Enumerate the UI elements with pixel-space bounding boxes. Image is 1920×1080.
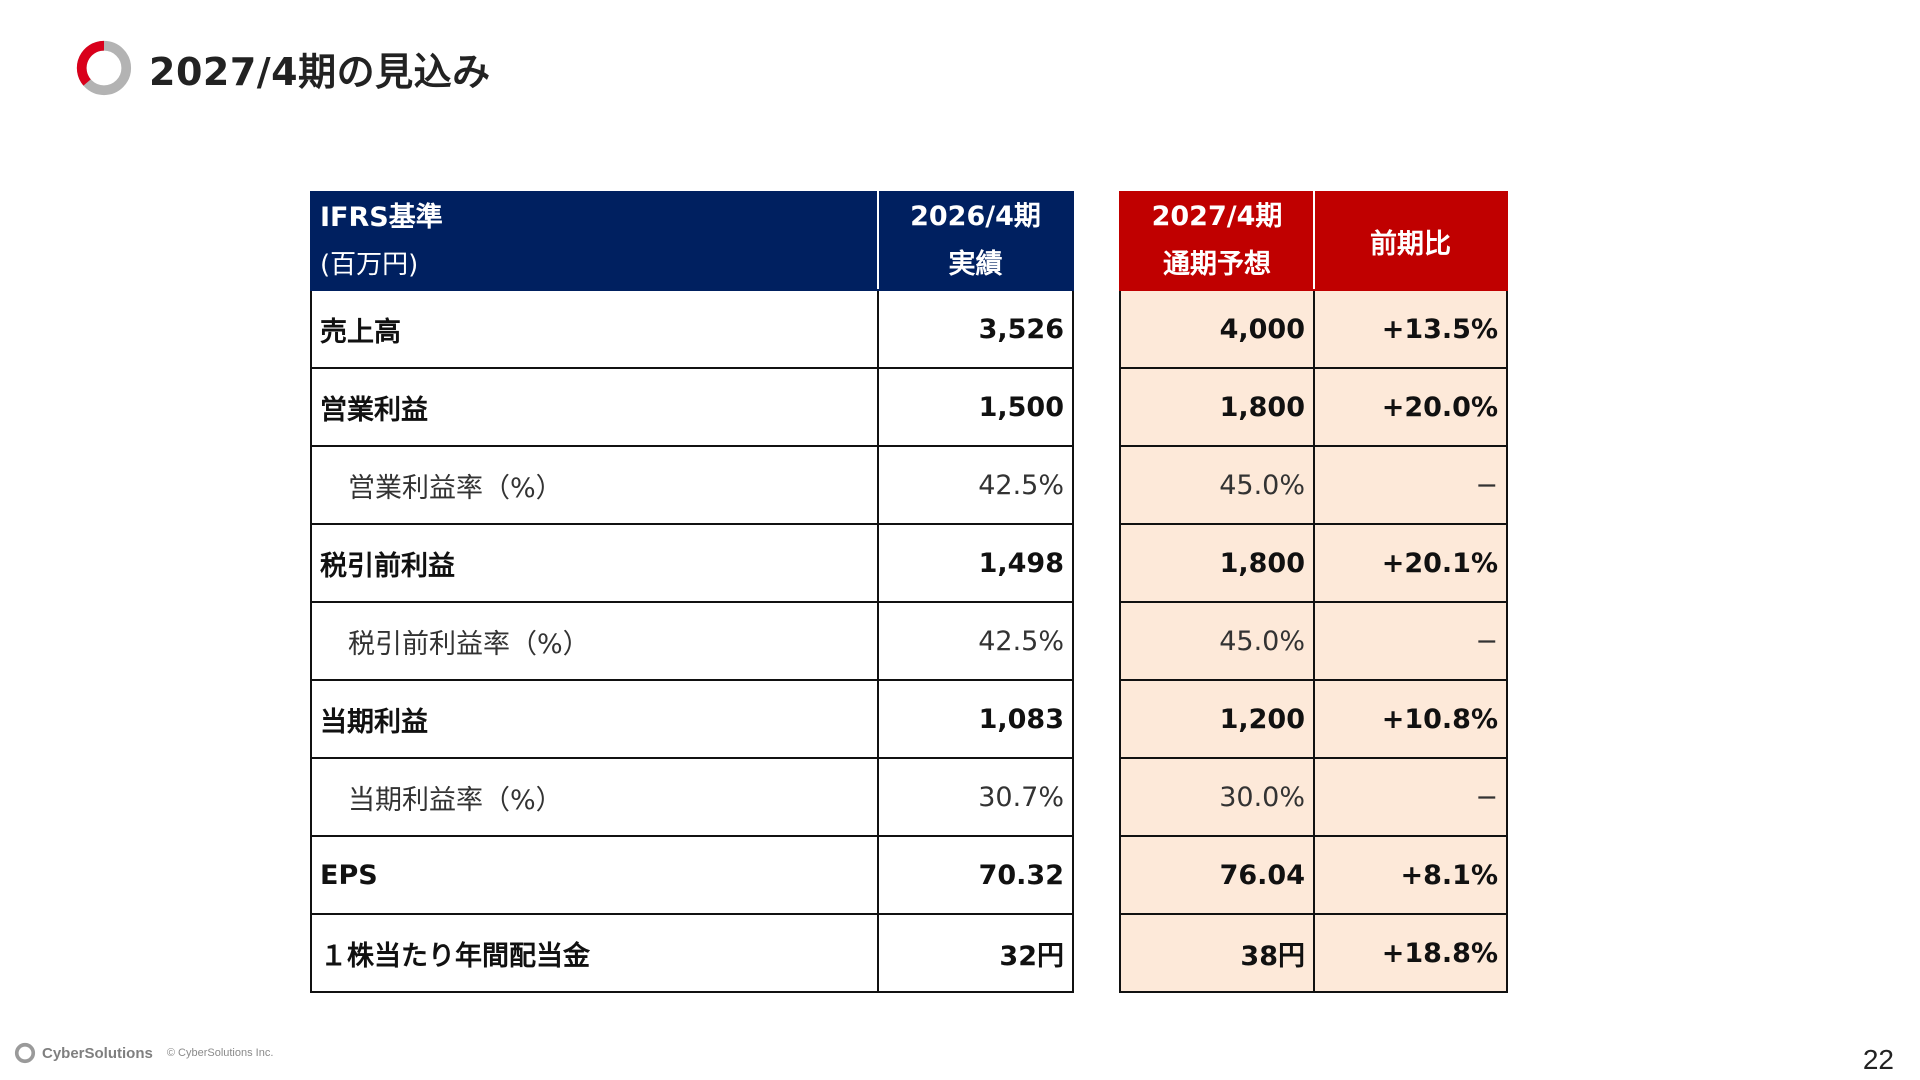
yoy-value: +13.5% [1313, 289, 1508, 369]
table-row: 当期利益 1,083 [310, 679, 1074, 759]
actual-value: 32円 [877, 913, 1074, 993]
forecast-value: 4,000 [1119, 289, 1315, 369]
row-label: 営業利益 [310, 367, 879, 447]
header-actual: 2026/4期 実績 [877, 191, 1074, 291]
yoy-value: +8.1% [1313, 835, 1508, 915]
table-row: １株当たり年間配当金 32円 [310, 913, 1074, 993]
footer-copyright: © CyberSolutions Inc. [166, 1047, 274, 1059]
table-row: 税引前利益 1,498 [310, 523, 1074, 603]
yoy-value: − [1313, 757, 1508, 837]
row-label: 営業利益率（%） [310, 445, 879, 525]
table-row: 1,800 +20.0% [1119, 367, 1508, 447]
actual-value: 42.5% [877, 445, 1074, 525]
header-basis-label: IFRS基準 [320, 202, 443, 233]
forecast-value: 38円 [1119, 913, 1315, 993]
row-label: EPS [310, 835, 879, 915]
header-forecast-type: 通期予想 [1163, 249, 1271, 280]
forecast-value: 1,800 [1119, 367, 1315, 447]
actual-value: 1,083 [877, 679, 1074, 759]
header-yoy-label: 前期比 [1370, 228, 1451, 260]
row-label: 税引前利益率（%） [310, 601, 879, 681]
row-label: 当期利益率（%） [310, 757, 879, 837]
header-basis: IFRS基準 (百万円) [310, 191, 879, 291]
forecast-table: 2027/4期 通期予想 前期比 4,000 +13.5% 1,800 +20.… [1119, 191, 1508, 993]
yoy-value: − [1313, 445, 1508, 525]
footer: CyberSolutions © CyberSolutions Inc. [14, 1042, 273, 1064]
row-label: 売上高 [310, 289, 879, 369]
forecast-value: 76.04 [1119, 835, 1315, 915]
actual-value: 1,498 [877, 523, 1074, 603]
actual-value: 1,500 [877, 367, 1074, 447]
table-row: EPS 70.32 [310, 835, 1074, 915]
yoy-value: +20.0% [1313, 367, 1508, 447]
forecast-value: 45.0% [1119, 601, 1315, 681]
forecast-value: 30.0% [1119, 757, 1315, 837]
table-row: 営業利益率（%） 42.5% [310, 445, 1074, 525]
actual-value: 3,526 [877, 289, 1074, 369]
yoy-value: +20.1% [1313, 523, 1508, 603]
row-label: 当期利益 [310, 679, 879, 759]
yoy-value: +10.8% [1313, 679, 1508, 759]
slide-header: 2027/4期の見込み [75, 36, 491, 100]
row-label: 税引前利益 [310, 523, 879, 603]
page-title: 2027/4期の見込み [149, 49, 491, 94]
table-row: 1,200 +10.8% [1119, 679, 1508, 759]
row-label: １株当たり年間配当金 [310, 913, 879, 993]
table-row: 営業利益 1,500 [310, 367, 1074, 447]
header-forecast-period: 2027/4期 [1151, 201, 1283, 232]
table-row: 45.0% − [1119, 445, 1508, 525]
actual-value: 70.32 [877, 835, 1074, 915]
footer-brand: CyberSolutions [42, 1044, 153, 1062]
actual-value: 30.7% [877, 757, 1074, 837]
table-row: 1,800 +20.1% [1119, 523, 1508, 603]
table-row: 38円 +18.8% [1119, 913, 1508, 993]
header-actual-type: 実績 [948, 249, 1003, 280]
page-number: 22 [1862, 1044, 1894, 1075]
header-unit-label: (百万円) [320, 250, 419, 280]
table-row: 税引前利益率（%） 42.5% [310, 601, 1074, 681]
forecast-value: 1,800 [1119, 523, 1315, 603]
table-row: 30.0% − [1119, 757, 1508, 837]
footer-logo-ring-icon [14, 1042, 36, 1064]
table-row: 4,000 +13.5% [1119, 289, 1508, 369]
header-actual-period: 2026/4期 [910, 201, 1041, 232]
table-row: 売上高 3,526 [310, 289, 1074, 369]
table-row: 76.04 +8.1% [1119, 835, 1508, 915]
header-yoy: 前期比 [1313, 191, 1508, 291]
yoy-value: − [1313, 601, 1508, 681]
actual-value: 42.5% [877, 601, 1074, 681]
actual-results-table: IFRS基準 (百万円) 2026/4期 実績 売上高 3,526 営業利益 1… [310, 191, 1074, 993]
header-forecast: 2027/4期 通期予想 [1119, 191, 1315, 291]
company-logo-ring-icon [76, 40, 132, 96]
table-row: 45.0% − [1119, 601, 1508, 681]
table-row: 当期利益率（%） 30.7% [310, 757, 1074, 837]
forecast-value: 1,200 [1119, 679, 1315, 759]
yoy-value: +18.8% [1313, 913, 1508, 993]
forecast-value: 45.0% [1119, 445, 1315, 525]
